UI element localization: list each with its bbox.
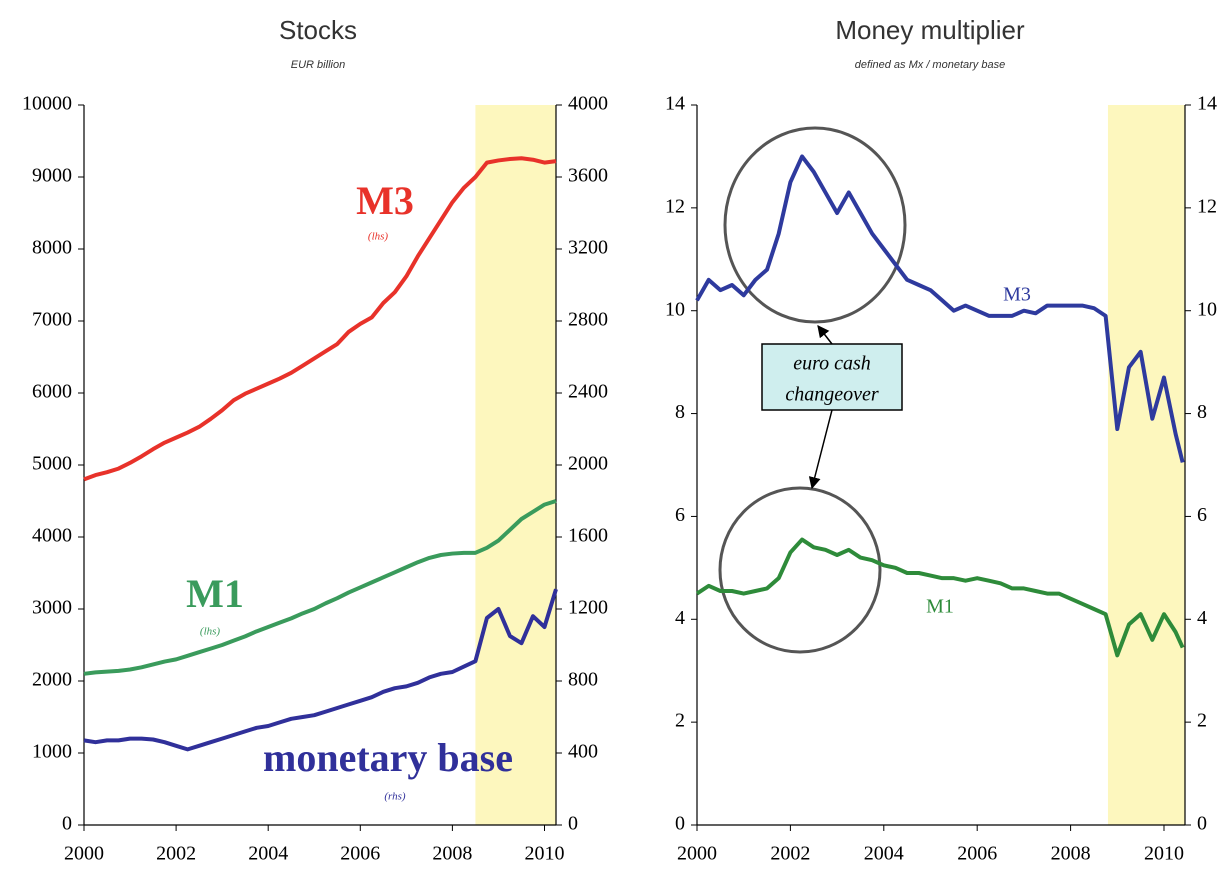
y2-tick-label: 3200 (568, 237, 608, 259)
x-tick-label: 2006 (340, 843, 380, 865)
annotation: M1 (186, 571, 244, 616)
y2-tick-label: 2400 (568, 381, 608, 403)
y2-tick-label: 0 (568, 813, 578, 835)
y-tick-label: 0 (675, 813, 685, 835)
x-tick-label: 2006 (957, 843, 997, 865)
arrow (817, 325, 833, 345)
x-tick-label: 2010 (524, 843, 564, 865)
highlight-circle (723, 126, 907, 324)
x-tick-label: 2008 (432, 843, 472, 865)
y-tick-label: 9000 (32, 165, 72, 187)
y2-tick-label: 2 (1197, 710, 1207, 732)
y-tick-label: 2 (675, 710, 685, 732)
x-tick-label: 2004 (864, 843, 904, 865)
y-tick-label: 1000 (32, 741, 72, 763)
shaded-region (1107, 105, 1185, 825)
y-tick-label: 10 (665, 298, 685, 320)
annotation: monetary base (263, 735, 513, 780)
annotation: M3 (1003, 284, 1031, 306)
annotation: M1 (926, 596, 954, 618)
x-tick-label: 2002 (156, 843, 196, 865)
line-series (83, 588, 558, 752)
y2-tick-label: 400 (568, 741, 598, 763)
chart-subtitle: defined as Mx / monetary base (855, 59, 1005, 71)
y-tick-label: 5000 (32, 453, 72, 475)
y-tick-label: 6 (675, 504, 685, 526)
y2-tick-label: 10 (1197, 298, 1217, 320)
y-tick-label: 3000 (32, 597, 72, 619)
y-tick-label: 4 (675, 607, 685, 629)
chart-title: Money multiplier (835, 15, 1025, 45)
annotation: (rhs) (384, 791, 406, 803)
y-tick-label: 12 (665, 195, 685, 217)
x-tick-label: 2008 (1051, 843, 1091, 865)
line-series (695, 154, 1185, 463)
y2-tick-label: 8 (1197, 401, 1207, 423)
annotation: (lhs) (200, 626, 221, 638)
y2-tick-label: 4 (1197, 607, 1207, 629)
x-tick-label: 2000 (677, 843, 717, 865)
chart-title: Stocks (279, 15, 357, 45)
y-tick-label: 7000 (32, 309, 72, 331)
y2-tick-label: 1600 (568, 525, 608, 547)
background-layer (83, 105, 1186, 826)
y-tick-label: 6000 (32, 381, 72, 403)
y2-tick-label: 1200 (568, 597, 608, 619)
y2-tick-label: 14 (1197, 93, 1217, 115)
y2-tick-label: 4000 (568, 93, 608, 115)
y2-tick-label: 800 (568, 669, 598, 691)
y-tick-label: 8 (675, 401, 685, 423)
highlight-circle (718, 486, 882, 654)
x-tick-label: 2010 (1144, 843, 1184, 865)
annotation: changeover (785, 384, 879, 406)
y2-tick-label: 12 (1197, 195, 1217, 217)
shaded-region (475, 105, 556, 825)
y2-tick-label: 2800 (568, 309, 608, 331)
annotation: (lhs) (368, 231, 389, 243)
y-tick-label: 10000 (22, 93, 72, 115)
chart-subtitle: EUR billion (291, 59, 345, 71)
y2-tick-label: 3600 (568, 165, 608, 187)
arrow (808, 409, 833, 490)
y-tick-label: 0 (62, 813, 72, 835)
y-tick-label: 14 (665, 93, 685, 115)
y-tick-label: 4000 (32, 525, 72, 547)
y2-tick-label: 2000 (568, 453, 608, 475)
y2-tick-label: 0 (1197, 813, 1207, 835)
line-series (83, 499, 557, 676)
x-tick-label: 2004 (248, 843, 288, 865)
x-tick-label: 2000 (64, 843, 104, 865)
line-series (695, 537, 1185, 658)
annotation: M3 (356, 178, 414, 223)
line-series (83, 156, 557, 482)
y2-tick-label: 6 (1197, 504, 1207, 526)
y-tick-label: 2000 (32, 669, 72, 691)
annotation: euro cash (793, 353, 871, 375)
y-tick-label: 8000 (32, 237, 72, 259)
x-tick-label: 2002 (770, 843, 810, 865)
